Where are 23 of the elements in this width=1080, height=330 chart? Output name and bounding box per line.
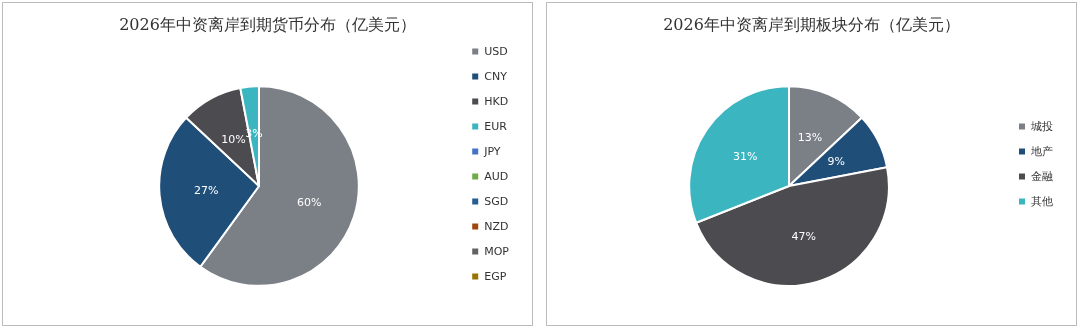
- legend-label: 其他: [1031, 195, 1053, 208]
- legend-label: 金融: [1031, 170, 1053, 183]
- data-label: 60%: [297, 195, 322, 209]
- legend-label: SGD: [484, 195, 509, 208]
- legend-label: JPY: [483, 145, 501, 158]
- legend-label: USD: [484, 45, 508, 58]
- chart-title: 2026年中资离岸到期板块分布（亿美元）: [663, 14, 960, 34]
- legend-label: HKD: [484, 95, 509, 108]
- legend-label: CNY: [484, 70, 508, 83]
- legend-label: EGP: [484, 270, 507, 283]
- legend-label: 城投: [1030, 120, 1053, 133]
- data-label: 27%: [194, 184, 219, 198]
- data-label: 10%: [221, 133, 246, 147]
- data-label: 13%: [797, 130, 823, 144]
- legend-label: AUD: [484, 170, 509, 183]
- chart-title: 2026年中资离岸到期货币分布（亿美元）: [119, 14, 416, 34]
- legend-label: MOP: [484, 245, 510, 258]
- legend-label: EUR: [484, 120, 508, 133]
- data-label: 31%: [733, 149, 758, 163]
- legend-label: 地产: [1030, 145, 1053, 158]
- data-label: 9%: [827, 155, 845, 169]
- legend-label: NZD: [484, 220, 509, 233]
- data-label: 47%: [791, 230, 816, 244]
